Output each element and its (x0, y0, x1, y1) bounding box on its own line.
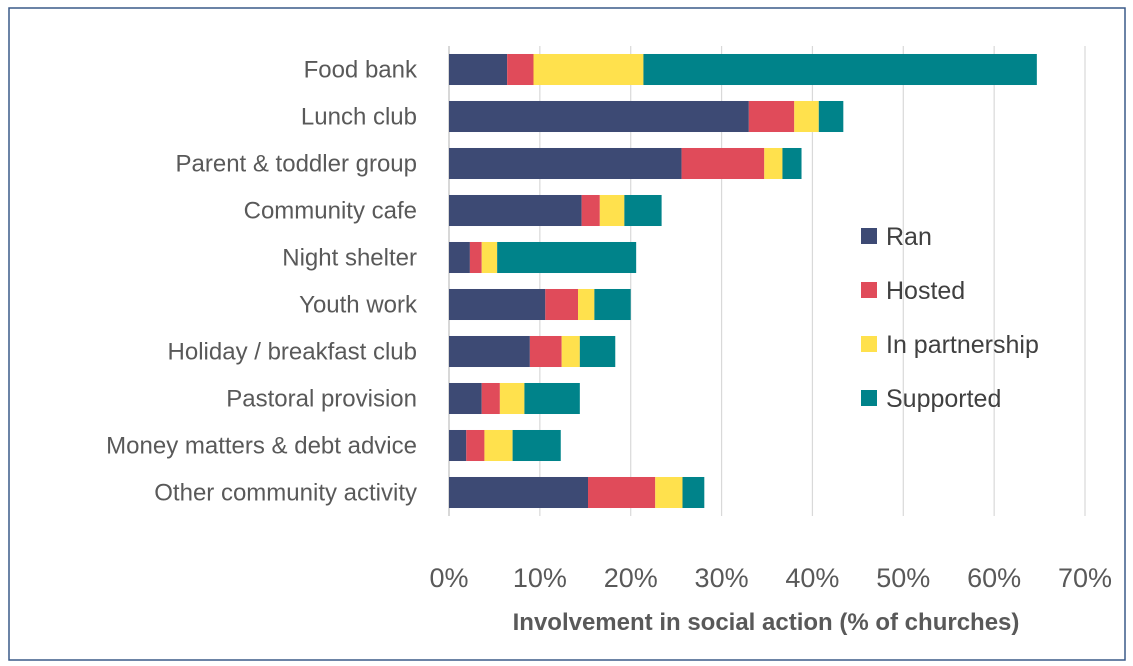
bar-segment (545, 288, 579, 321)
bar-segment (481, 382, 500, 415)
legend-swatch (861, 282, 877, 298)
bar-segment (449, 288, 546, 321)
bar-segment (655, 476, 683, 509)
bar-segment (681, 147, 765, 180)
legend-label: Ran (886, 223, 932, 251)
category-label: Other community activity (154, 480, 417, 507)
bar-segment (449, 476, 589, 509)
x-tick-label: 50% (876, 563, 930, 593)
bar-segment (682, 476, 705, 509)
bar-segment (594, 288, 631, 321)
bar-segment (624, 194, 662, 227)
bar-segment (449, 382, 482, 415)
x-tick-label: 60% (967, 563, 1021, 593)
bar-segment (561, 335, 580, 368)
bar-segment (466, 429, 485, 462)
legend-label: Hosted (886, 277, 965, 305)
bar-segment (643, 53, 1037, 86)
bar-segment (507, 53, 534, 86)
bar-segment (794, 100, 819, 133)
category-label: Pastoral provision (226, 386, 417, 413)
bar-segment (484, 429, 513, 462)
category-label: Youth work (299, 292, 418, 319)
bar-segment (481, 241, 498, 274)
bar-segment (449, 335, 530, 368)
bar-segment (449, 147, 682, 180)
category-label: Food bank (304, 57, 418, 84)
bar-segment (529, 335, 562, 368)
x-tick-label: 10% (513, 563, 567, 593)
x-tick-label: 40% (785, 563, 839, 593)
category-label: Holiday / breakfast club (168, 339, 417, 366)
bar-segment (449, 194, 582, 227)
category-label: Lunch club (301, 104, 417, 131)
legend-swatch (861, 228, 877, 244)
bar-segment (469, 241, 482, 274)
legend-swatch (861, 336, 877, 352)
x-tick-label: 20% (604, 563, 658, 593)
category-label: Community cafe (244, 198, 417, 225)
bars (449, 53, 1037, 509)
bar-segment (599, 194, 625, 227)
legend: Ran Hosted In partnership Supported (861, 223, 1039, 413)
bar-segment (449, 429, 467, 462)
category-label: Night shelter (282, 245, 417, 272)
bar-segment (524, 382, 580, 415)
bar-segment (449, 53, 508, 86)
x-tick-label: 30% (695, 563, 749, 593)
bar-segment (512, 429, 561, 462)
x-tick-label: 0% (429, 563, 468, 593)
bar-segment (748, 100, 795, 133)
x-tick-label: 70% (1058, 563, 1112, 593)
category-labels: Food bank Lunch club Parent & toddler grou… (106, 57, 418, 507)
category-label: Money matters & debt advice (106, 433, 417, 460)
bar-segment (782, 147, 802, 180)
x-tick-labels: 0% 10% 20% 30% 40% 50% 60% 70% (429, 563, 1112, 593)
legend-label: Supported (886, 385, 1001, 413)
bar-segment (581, 194, 600, 227)
bar-segment (497, 241, 637, 274)
bar-segment (818, 100, 844, 133)
bar-segment (764, 147, 783, 180)
category-label: Parent & toddler group (176, 151, 418, 178)
bar-segment (449, 241, 470, 274)
legend-label: In partnership (886, 331, 1039, 359)
bar-segment (449, 100, 749, 133)
x-axis-title: Involvement in social action (% of churc… (513, 609, 1020, 636)
bar-segment (533, 53, 644, 86)
legend-swatch (861, 390, 877, 406)
bar-segment (588, 476, 656, 509)
bar-segment (499, 382, 525, 415)
bar-segment (579, 335, 616, 368)
bar-segment (578, 288, 595, 321)
